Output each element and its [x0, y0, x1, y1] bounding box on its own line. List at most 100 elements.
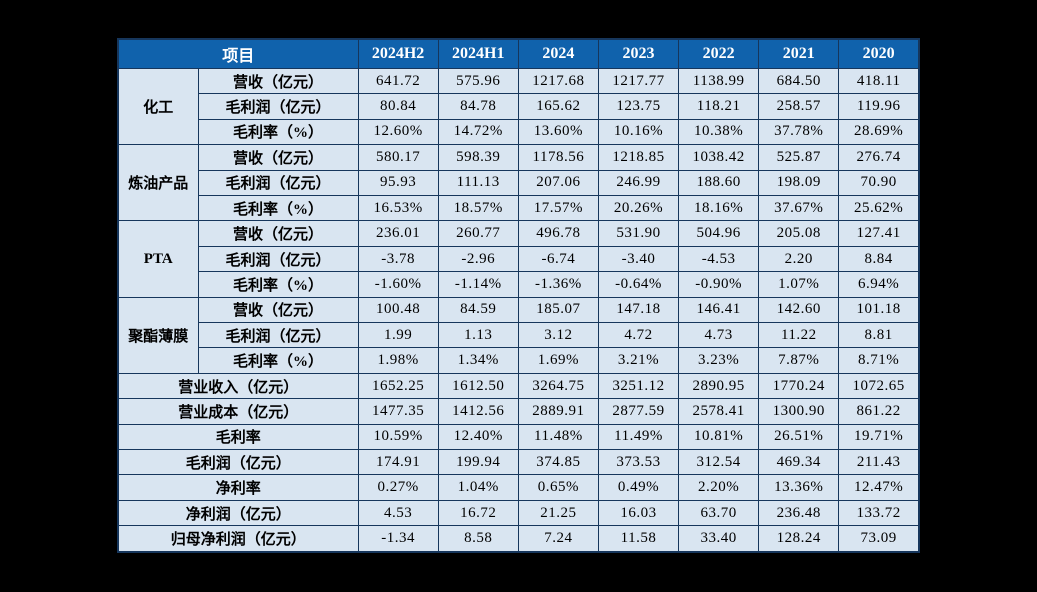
value-cell: -1.60%	[357, 271, 439, 298]
value-cell: 37.78%	[758, 118, 840, 146]
value-cell: 1300.90	[758, 398, 840, 425]
value-cell: 1412.56	[437, 398, 519, 425]
value-cell: 133.72	[838, 499, 920, 527]
value-cell: 0.49%	[597, 474, 680, 501]
corner-header: 项目	[117, 38, 359, 69]
value-cell: 16.72	[437, 499, 519, 527]
column-header: 2021	[758, 38, 840, 69]
value-cell: 199.94	[437, 449, 519, 476]
table-header-row: 项目 2024H2 2024H1 2024 2023 2022 2021 2020	[117, 38, 920, 69]
value-cell: 11.48%	[517, 423, 599, 451]
summary-row: 营业成本（亿元） 1477.35 1412.56 2889.91 2877.59 2578…	[117, 398, 920, 425]
value-cell: 37.67%	[758, 194, 840, 222]
value-cell: 260.77	[437, 220, 519, 247]
value-cell: 575.96	[437, 67, 519, 95]
metric-cell: 营收（亿元）	[197, 67, 359, 95]
value-cell: 12.47%	[838, 474, 920, 501]
value-cell: 1.34%	[437, 347, 519, 374]
summary-row: 归母净利润（亿元） -1.34 8.58 7.24 11.58 33.40 128.24 73…	[117, 525, 920, 553]
value-cell: 1217.68	[517, 67, 599, 95]
column-header: 2024H2	[357, 38, 439, 69]
value-cell: 25.62%	[838, 194, 920, 222]
value-cell: 16.53%	[357, 194, 439, 222]
table-row: 毛利率（%） 12.60% 14.72% 13.60% 10.16% 10.38% 37.7…	[118, 118, 920, 146]
value-cell: 1.04%	[437, 474, 519, 501]
value-cell: 84.59	[437, 296, 519, 324]
value-cell: 496.78	[517, 220, 599, 247]
value-cell: 258.57	[758, 93, 840, 120]
value-cell: -1.36%	[517, 271, 599, 298]
table-row: 聚酯薄膜 营收（亿元） 100.48 84.59 185.07 147.18 146.41 1…	[117, 296, 920, 374]
value-cell: 504.96	[678, 220, 760, 247]
value-cell: 312.54	[678, 449, 760, 476]
value-cell: 11.58	[597, 525, 680, 553]
value-cell: 10.81%	[678, 423, 760, 451]
value-cell: 1.69%	[517, 347, 599, 374]
value-cell: 3264.75	[517, 372, 599, 400]
table-row: 炼油产品 营收（亿元） 580.17 598.39 1178.56 1218.85 1038…	[117, 144, 920, 222]
metric-cell: 毛利润（亿元）	[197, 322, 359, 349]
value-cell: 1.13	[437, 322, 519, 349]
summary-label-cell: 净利率	[117, 474, 359, 501]
summary-label-cell: 毛利率	[117, 423, 359, 451]
table-row: 毛利润（亿元） 80.84 84.78 165.62 123.75 118.21 258.5…	[118, 93, 920, 120]
value-cell: 16.03	[597, 499, 680, 527]
category-cell: 聚酯薄膜	[117, 296, 199, 374]
value-cell: 1652.25	[357, 372, 439, 400]
table-row: 毛利率（%） -1.60% -1.14% -1.36% -0.64% -0.90% 1.07…	[118, 271, 920, 298]
metric-cell: 毛利润（亿元）	[197, 93, 359, 120]
value-cell: 73.09	[838, 525, 920, 553]
value-cell: 418.11	[838, 67, 920, 95]
value-cell: -6.74	[517, 245, 599, 273]
value-cell: 12.40%	[437, 423, 519, 451]
value-cell: 119.96	[838, 93, 920, 120]
value-cell: 13.36%	[758, 474, 840, 501]
value-cell: 641.72	[357, 67, 439, 95]
value-cell: 70.90	[838, 169, 920, 196]
value-cell: 3251.12	[597, 372, 680, 400]
table-row: PTA 营收（亿元） 236.01 260.77 496.78 531.90 504.96 2…	[117, 220, 920, 298]
summary-row: 营业收入（亿元） 1652.25 1612.50 3264.75 3251.12 2890…	[117, 372, 920, 400]
value-cell: -3.40	[597, 245, 680, 273]
value-cell: 63.70	[678, 499, 760, 527]
value-cell: 2890.95	[678, 372, 760, 400]
value-cell: 1.07%	[758, 271, 840, 298]
value-cell: 185.07	[517, 296, 599, 324]
table-row: 毛利率（%） 1.98% 1.34% 1.69% 3.21% 3.23% 7.87% 8.71…	[118, 347, 920, 374]
value-cell: 246.99	[597, 169, 680, 196]
value-cell: 28.69%	[838, 118, 920, 146]
metric-cell: 营收（亿元）	[197, 220, 359, 247]
value-cell: 84.78	[437, 93, 519, 120]
value-cell: 4.53	[357, 499, 439, 527]
value-cell: 525.87	[758, 144, 840, 171]
value-cell: 1138.99	[678, 67, 760, 95]
value-cell: -1.14%	[437, 271, 519, 298]
metric-cell: 毛利率（%）	[197, 194, 359, 222]
value-cell: 1.98%	[357, 347, 439, 374]
value-cell: 1178.56	[517, 144, 599, 171]
value-cell: 8.81	[838, 322, 920, 349]
value-cell: 8.84	[838, 245, 920, 273]
value-cell: 128.24	[758, 525, 840, 553]
value-cell: 1038.42	[678, 144, 760, 171]
value-cell: -2.96	[437, 245, 519, 273]
value-cell: 33.40	[678, 525, 760, 553]
value-cell: 174.91	[357, 449, 439, 476]
value-cell: 7.87%	[758, 347, 840, 374]
value-cell: 374.85	[517, 449, 599, 476]
value-cell: 26.51%	[758, 423, 840, 451]
value-cell: 198.09	[758, 169, 840, 196]
value-cell: 21.25	[517, 499, 599, 527]
value-cell: 1.99	[357, 322, 439, 349]
value-cell: 11.49%	[597, 423, 680, 451]
metric-cell: 毛利率（%）	[197, 347, 359, 374]
value-cell: 147.18	[597, 296, 680, 324]
value-cell: 80.84	[357, 93, 439, 120]
value-cell: 684.50	[758, 67, 840, 95]
value-cell: 165.62	[517, 93, 599, 120]
value-cell: 205.08	[758, 220, 840, 247]
value-cell: 207.06	[517, 169, 599, 196]
value-cell: 236.48	[758, 499, 840, 527]
metric-cell: 营收（亿元）	[197, 144, 359, 171]
